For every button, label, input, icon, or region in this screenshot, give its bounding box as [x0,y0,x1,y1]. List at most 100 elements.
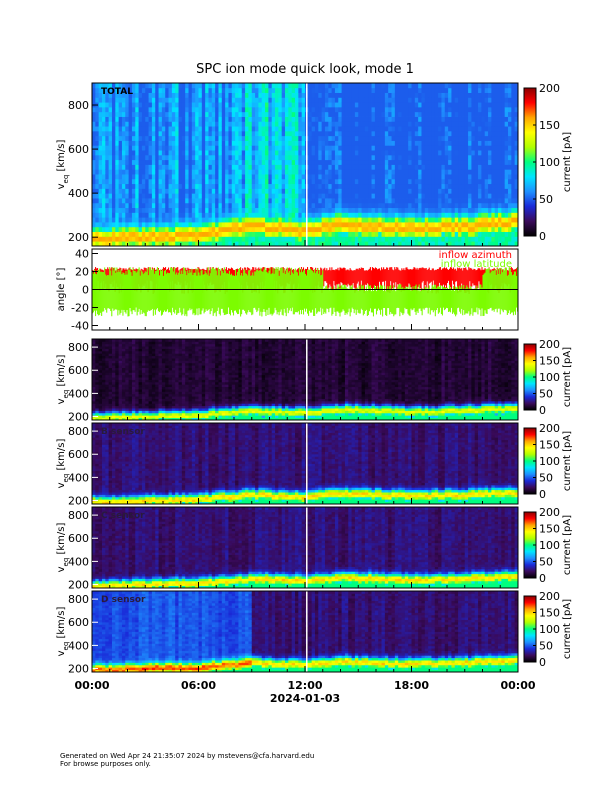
heatmap-cell [272,184,276,189]
heatmap-cell [272,112,276,117]
heatmap-cell [252,112,256,117]
heatmap-cell [288,198,292,203]
heatmap-cell [362,126,366,131]
heatmap-cell [485,117,489,122]
heatmap-cell [441,203,445,208]
heatmap-cell [275,212,279,217]
heatmap-cell [295,217,299,222]
heatmap-cell [451,217,455,222]
heatmap-cell [298,203,302,208]
heatmap-cell [282,169,286,174]
heatmap-cell [325,208,329,213]
heatmap-cell [511,165,515,170]
heatmap-cell [195,112,199,117]
heatmap-cell [275,88,279,93]
heatmap-cell [348,97,352,102]
heatmap-cell [215,155,219,160]
heatmap-cell [99,97,103,102]
heatmap-cell [498,160,502,165]
heatmap-cell [445,131,449,136]
y-tick-label: 200 [68,231,89,244]
heatmap-cell [395,150,399,155]
heatmap-cell [302,212,306,217]
heatmap-cell [501,121,505,126]
heatmap-cell [298,217,302,222]
heatmap-cell [348,102,352,107]
heatmap-cell [365,126,369,131]
heatmap-cell [505,88,509,93]
heatmap-cell [112,198,116,203]
heatmap-cell [441,179,445,184]
heatmap-cell [342,222,346,227]
heatmap-cell [192,155,196,160]
heatmap-cell [315,83,319,88]
heatmap-cell [428,160,432,165]
heatmap-cell [325,227,329,232]
heatmap-cell [285,93,289,98]
heatmap-cell [265,117,269,122]
heatmap-cell [498,203,502,208]
heatmap-cell [245,107,249,112]
heatmap-cell [328,193,332,198]
heatmap-cell [278,222,282,227]
heatmap-cell [149,141,153,146]
heatmap-cell [481,232,485,237]
heatmap-cell [508,112,512,117]
heatmap-cell [471,136,475,141]
heatmap-cell [292,121,296,126]
heatmap-cell [475,117,479,122]
heatmap-cell [315,155,319,160]
heatmap-cell [132,102,136,107]
heatmap-cell [395,97,399,102]
heatmap-cell [308,212,312,217]
heatmap-cell [242,150,246,155]
heatmap-cell [215,102,219,107]
heatmap-cell [362,184,366,189]
heatmap-cell [358,232,362,237]
heatmap-cell [325,217,329,222]
heatmap-cell [385,179,389,184]
heatmap-cell [431,193,435,198]
heatmap-cell [362,83,366,88]
heatmap-cell [438,174,442,179]
heatmap-cell [208,212,212,217]
heatmap-cell [222,203,226,208]
heatmap-cell [255,83,259,88]
heatmap-cell [448,193,452,198]
heatmap-cell [172,102,176,107]
heatmap-cell [382,126,386,131]
heatmap-cell [475,88,479,93]
heatmap-cell [358,174,362,179]
heatmap-cell [162,198,166,203]
heatmap-cell [458,141,462,146]
heatmap-cell [199,136,203,141]
heatmap-cell [149,107,153,112]
heatmap-cell [388,165,392,170]
heatmap-cell [285,227,289,232]
heatmap-cell [488,203,492,208]
heatmap-cell [368,193,372,198]
heatmap-cell [122,145,126,150]
heatmap-cell [238,169,242,174]
heatmap-cell [395,222,399,227]
heatmap-cell [302,193,306,198]
heatmap-cell [282,198,286,203]
heatmap-cell [451,155,455,160]
heatmap-cell [412,97,416,102]
heatmap-cell [152,188,156,193]
heatmap-cell [105,169,109,174]
heatmap-cell [295,112,299,117]
heatmap-cell [172,117,176,122]
heatmap-cell [508,160,512,165]
heatmap-cell [448,107,452,112]
heatmap-cell [292,165,296,170]
heatmap-cell [142,174,146,179]
heatmap-cell [388,121,392,126]
heatmap-cell [312,117,316,122]
heatmap-cell [398,141,402,146]
heatmap-cell [169,117,173,122]
heatmap-cell [455,184,459,189]
heatmap-cell [262,208,266,213]
heatmap-cell [335,141,339,146]
heatmap-cell [395,165,399,170]
